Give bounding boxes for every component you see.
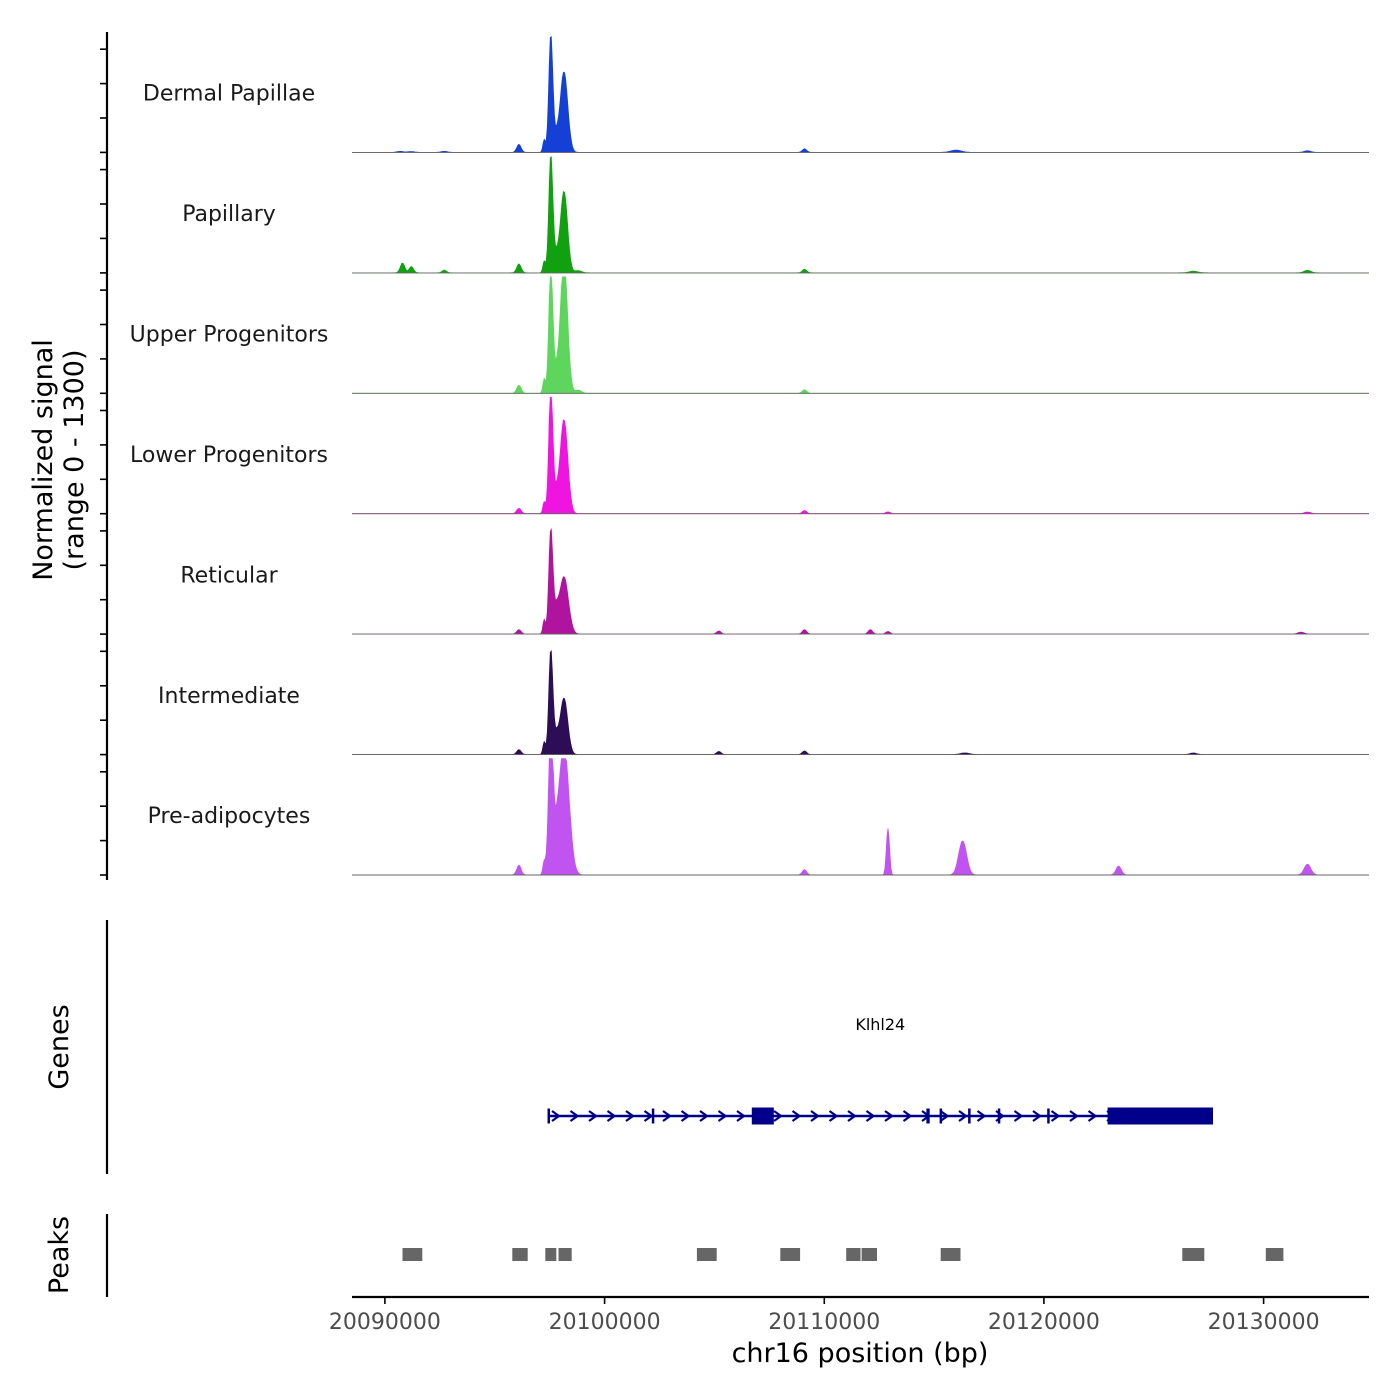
gene-strand-arrow: [588, 1110, 598, 1122]
peak-region: [558, 1248, 572, 1261]
peak-region: [402, 1248, 423, 1261]
gene-strand-arrow: [884, 1110, 894, 1122]
x-tick-label: 20120000: [988, 1310, 1100, 1335]
gene-strand-arrow: [736, 1110, 746, 1122]
gene-strand-arrow: [569, 1110, 580, 1122]
x-tick-label: 20130000: [1208, 1310, 1320, 1335]
coverage-y-ticks: [100, 48, 107, 876]
gene-strand-arrow: [865, 1110, 876, 1122]
gene-strand-arrow: [976, 1110, 987, 1122]
coverage-tracks: Dermal Papillae Papillary Upper Progenitor…: [130, 35, 1369, 876]
gene-exon: [547, 1108, 550, 1124]
gene-strand-arrow: [1087, 1110, 1098, 1122]
x-tick-label: 20090000: [329, 1310, 441, 1335]
genes-y-title: Genes: [44, 1004, 75, 1089]
x-axis: 20090000 20100000 20110000 20120000 20130000…: [329, 1295, 1369, 1369]
coverage-track: Intermediate: [158, 649, 1369, 756]
x-tick-label: 20110000: [768, 1310, 880, 1335]
coverage-track-label: Intermediate: [158, 684, 300, 709]
gene-strand-arrow: [791, 1110, 802, 1122]
gene-strand-arrow: [939, 1110, 950, 1122]
coverage-track: Reticular: [180, 528, 1369, 635]
gene-strand-arrow: [1032, 1110, 1042, 1122]
peak-region: [861, 1248, 877, 1261]
gene-strand-arrow: [1050, 1110, 1061, 1122]
coverage-y-title-line2: (range 0 - 1300): [59, 350, 90, 571]
coverage-track-label: Papillary: [182, 202, 276, 227]
gene-strand-arrow: [810, 1110, 820, 1122]
coverage-track: Dermal Papillae: [143, 35, 1369, 153]
coverage-track: Pre-adipocytes: [148, 758, 1369, 876]
gene-strand-arrow: [847, 1110, 857, 1122]
gene-strand-arrow: [1013, 1110, 1024, 1122]
gene-strand-arrow: [680, 1110, 691, 1122]
gene-exon: [1107, 1107, 1213, 1125]
peak-region: [512, 1248, 528, 1261]
gene-strand-arrow: [717, 1110, 728, 1122]
peak-region: [780, 1248, 801, 1261]
peaks-panel: Peaks: [44, 1214, 1284, 1297]
coverage-track: Lower Progenitors: [130, 396, 1369, 515]
coverage-track-label: Reticular: [180, 563, 278, 588]
gene-strand-arrow: [958, 1110, 968, 1122]
coverage-track: Upper Progenitors: [130, 276, 1369, 394]
peak-region: [696, 1248, 717, 1261]
gene-strand-arrow: [828, 1110, 839, 1122]
gene-exon: [651, 1108, 655, 1124]
coverage-y-title-line1: Normalized signal: [28, 339, 59, 581]
gene-strand-arrow: [606, 1110, 617, 1122]
gene-exon: [939, 1108, 943, 1124]
gene-exon: [926, 1108, 930, 1124]
coverage-track-label: Pre-adipocytes: [148, 804, 311, 829]
genes-panel: Genes Klhl24: [44, 920, 1213, 1174]
peak-region: [846, 1248, 861, 1261]
gene-exon: [751, 1107, 774, 1125]
coverage-track: Papillary: [182, 155, 1369, 274]
peaks-y-title: Peaks: [44, 1216, 75, 1294]
gene-name-label: Klhl24: [855, 1015, 905, 1034]
peak-region: [545, 1248, 557, 1261]
gene-strand-arrow: [625, 1110, 635, 1122]
gene-exon: [997, 1108, 1001, 1124]
peak-regions: [402, 1248, 1284, 1261]
peak-region: [1265, 1248, 1284, 1261]
gene-strand-arrow: [902, 1110, 913, 1122]
coverage-track-label: Dermal Papillae: [143, 82, 315, 107]
coverage-panel: Dermal Papillae Papillary Upper Progenitor…: [28, 32, 1369, 880]
coverage-track-label: Upper Progenitors: [130, 323, 329, 348]
gene-exon: [1047, 1108, 1050, 1124]
coverage-track-label: Lower Progenitors: [130, 443, 328, 468]
gene-strand-arrow: [662, 1110, 672, 1122]
gene-strand-arrow: [699, 1110, 709, 1122]
x-tick-label: 20100000: [549, 1310, 661, 1335]
x-axis-ticks: 20090000 20100000 20110000 20120000 20130000: [329, 1297, 1320, 1335]
peak-region: [940, 1248, 961, 1261]
coverage-y-title: Normalized signal (range 0 - 1300): [28, 339, 90, 581]
gene-strand-arrow: [773, 1110, 783, 1122]
peak-region: [1182, 1248, 1205, 1261]
gene-strand-arrow: [643, 1110, 654, 1122]
x-axis-title: chr16 position (bp): [732, 1338, 989, 1369]
gene-model: [547, 1107, 1213, 1125]
gene-strand-arrow: [551, 1110, 561, 1122]
gene-exon: [968, 1108, 971, 1124]
gene-strand-arrow: [1069, 1110, 1079, 1122]
